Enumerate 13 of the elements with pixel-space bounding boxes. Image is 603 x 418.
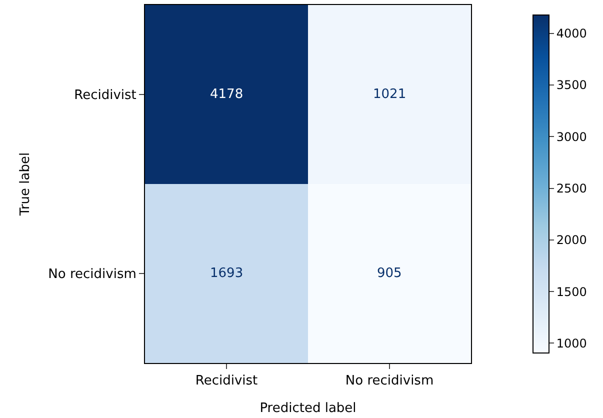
color-bar-label: 2000 <box>556 233 587 248</box>
data-label: 1693 <box>210 266 244 281</box>
color-bar-label: 3000 <box>556 130 587 144</box>
data-label: 4178 <box>210 87 244 102</box>
data-label: 905 <box>377 266 402 281</box>
color-bar-label: 1000 <box>556 336 587 350</box>
data-label: 1021 <box>373 87 406 102</box>
color-bar-label: 2500 <box>556 181 587 196</box>
y-axis-title: True label <box>18 152 34 217</box>
color-bar-label: 3500 <box>556 78 587 92</box>
color-bar-label: 1500 <box>556 284 587 299</box>
x-axis-title: Predicted label <box>260 401 356 416</box>
color-bar-label: 4000 <box>556 26 587 41</box>
